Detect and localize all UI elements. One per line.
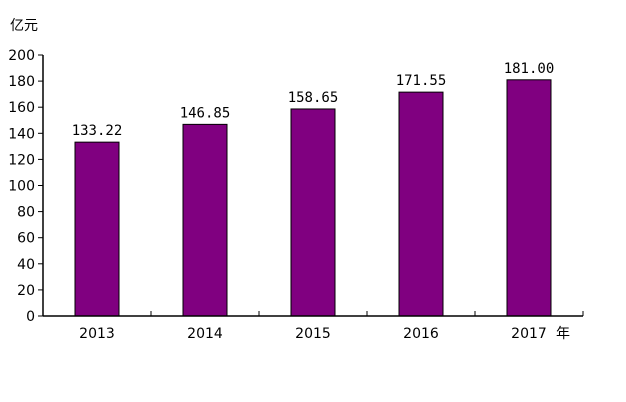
- y-axis-unit-label: 亿元: [10, 18, 38, 34]
- bar-2016: [398, 91, 444, 317]
- y-tick-label: 100: [8, 179, 35, 195]
- data-label-2017: 181.00: [504, 61, 555, 77]
- y-tick-label: 180: [8, 74, 35, 90]
- bar-2013: [74, 141, 120, 317]
- x-tick-label-2015: 2015: [295, 326, 331, 342]
- bar-2014: [182, 123, 228, 317]
- bar-2017: [506, 79, 552, 317]
- y-tick-label: 160: [8, 100, 35, 116]
- x-axis-ticks: 2013 2014 2015 2016 2017: [42, 311, 584, 342]
- bar-2015: [290, 108, 336, 317]
- y-tick-label: 120: [8, 152, 35, 168]
- x-tick-label-2014: 2014: [187, 326, 223, 342]
- y-tick-label: 80: [17, 205, 35, 221]
- bars: 133.22 146.85 158.65 171.55 181.00: [72, 61, 555, 317]
- x-tick-label-2016: 2016: [403, 326, 439, 342]
- y-tick-label: 40: [17, 257, 35, 273]
- y-tick-label: 200: [8, 48, 35, 64]
- data-label-2015: 158.65: [288, 90, 339, 106]
- data-label-2013: 133.22: [72, 123, 123, 139]
- y-tick-label: 0: [26, 309, 35, 325]
- y-tick-label: 140: [8, 126, 35, 142]
- y-tick-label: 60: [17, 231, 35, 247]
- data-label-2016: 171.55: [396, 73, 447, 89]
- y-axis-ticks: 0 20 40 60 80 100 120 140 160 180 200: [8, 48, 43, 325]
- x-tick-label-2013: 2013: [79, 326, 115, 342]
- x-axis-unit-label: 年: [556, 326, 570, 342]
- y-tick-label: 20: [17, 283, 35, 299]
- x-tick-label-2017: 2017: [511, 326, 547, 342]
- data-label-2014: 146.85: [180, 105, 231, 121]
